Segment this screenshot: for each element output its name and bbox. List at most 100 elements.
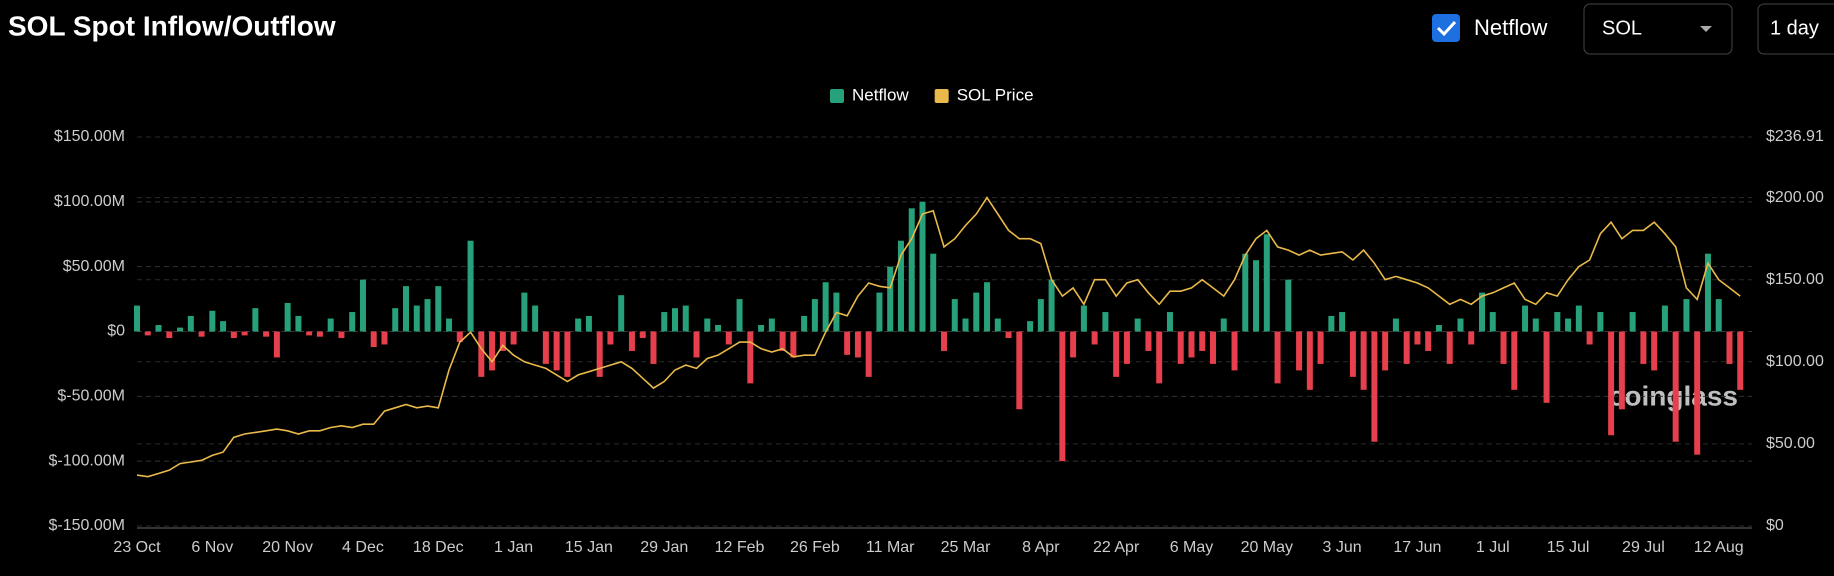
x-tick-label: 29 Jul [1622, 539, 1665, 556]
netflow-bar [1683, 299, 1690, 332]
netflow-bar [1414, 331, 1421, 345]
x-tick-label: 11 Mar [866, 539, 915, 556]
x-tick-label: 29 Jan [640, 539, 688, 556]
netflow-bar [747, 331, 754, 384]
dropdown-arrow [1700, 26, 1712, 32]
y2-tick-label: $50.00 [1766, 435, 1815, 452]
netflow-bar [263, 331, 270, 337]
netflow-bar [1543, 331, 1550, 403]
x-tick-label: 20 Nov [262, 539, 313, 556]
netflow-bar [230, 331, 237, 338]
netflow-bar [424, 299, 431, 332]
netflow-bar [650, 331, 657, 364]
netflow-bar [1737, 331, 1744, 390]
interval-select[interactable] [1757, 3, 1834, 55]
netflow-bar [693, 331, 700, 358]
netflow-bar [1317, 331, 1324, 364]
netflow-bar [1554, 312, 1561, 332]
netflow-bar [1468, 331, 1475, 345]
netflow-bar [951, 299, 958, 332]
netflow-bar [1113, 331, 1120, 377]
netflow-bar [499, 331, 506, 351]
price-line [136, 196, 1741, 478]
legend-label: Netflow [852, 85, 909, 104]
netflow-bar [575, 318, 582, 332]
netflow-bar [1597, 312, 1604, 332]
netflow-bar [478, 331, 485, 377]
netflow-bar [209, 310, 216, 332]
netflow-bar [887, 266, 894, 332]
netflow-bar [1500, 331, 1507, 364]
netflow-bar [1210, 331, 1216, 364]
x-tick-label: 26 Feb [790, 539, 840, 556]
netflow-bar [639, 331, 646, 338]
netflow-bar [1242, 253, 1249, 332]
netflow-bar [1382, 331, 1389, 371]
netflow-bar [284, 302, 291, 332]
netflow-bar [779, 331, 786, 351]
netflow-bar [682, 305, 689, 332]
netflow-bar [1199, 331, 1206, 351]
title: SOL Spot Inflow/Outflow [8, 10, 336, 41]
netflow-bar [435, 286, 442, 332]
netflow-bar [1694, 331, 1701, 455]
netflow-bar [1296, 331, 1303, 371]
netflow-bar [1511, 331, 1518, 390]
netflow-bar [220, 321, 227, 332]
x-tick-label: 17 Jun [1393, 539, 1441, 556]
netflow-bar [736, 299, 743, 332]
netflow-bar [1005, 331, 1012, 338]
netflow-bar [1392, 318, 1399, 332]
netflow-bar [467, 240, 474, 332]
netflow-bar [919, 201, 926, 332]
netflow-bar [768, 318, 775, 332]
netflow-bar [1446, 331, 1453, 364]
netflow-bar [715, 325, 722, 332]
x-tick-label: 22 Apr [1093, 539, 1140, 556]
netflow-bar [1629, 312, 1636, 332]
netflow-bar [1156, 331, 1163, 384]
netflow-bar [1435, 325, 1442, 332]
y2-tick-label: $236.91 [1766, 128, 1824, 145]
netflow-bar [1586, 331, 1593, 345]
netflow-bar [897, 240, 904, 332]
x-tick-label: 15 Jan [565, 539, 613, 556]
netflow-bar [1231, 331, 1238, 371]
x-tick-label: 25 Mar [941, 539, 991, 556]
netflow-bar [1048, 279, 1055, 332]
netflow-bar [1672, 331, 1679, 442]
netflow-bar [854, 331, 861, 358]
y-tick-label: $0 [107, 323, 125, 340]
netflow-bar [198, 331, 205, 337]
netflow-bar [1661, 305, 1668, 332]
y-tick-label: $150.00M [54, 128, 125, 145]
netflow-bar [273, 331, 280, 358]
netflow-bar [930, 253, 937, 332]
netflow-bar [1457, 318, 1464, 332]
asset-select[interactable] [1583, 3, 1733, 55]
netflow-bar [1618, 331, 1625, 410]
netflow-bar [1522, 305, 1529, 332]
netflow-bar [1489, 312, 1496, 332]
legend-swatch [830, 89, 844, 103]
netflow-bar [1027, 321, 1034, 332]
netflow-bar [134, 305, 140, 332]
netflow-bar [1016, 331, 1023, 410]
netflow-bar [607, 331, 614, 345]
netflow-bar [1285, 279, 1292, 332]
netflow-bar [1253, 260, 1260, 332]
netflow-bar [532, 305, 539, 332]
netflow-bar [1306, 331, 1313, 390]
netflow-bar [403, 286, 409, 332]
netflow-bar [1608, 331, 1615, 436]
netflow-bar [553, 331, 560, 371]
netflow-bar [1349, 331, 1356, 377]
netflow-bar [618, 295, 625, 332]
netflow-bar [166, 331, 173, 338]
netflow-bar [1360, 331, 1367, 390]
netflow-bar [801, 315, 808, 332]
checkbox[interactable] [1432, 14, 1460, 42]
netflow-bar [241, 331, 248, 336]
netflow-bar [865, 331, 872, 377]
